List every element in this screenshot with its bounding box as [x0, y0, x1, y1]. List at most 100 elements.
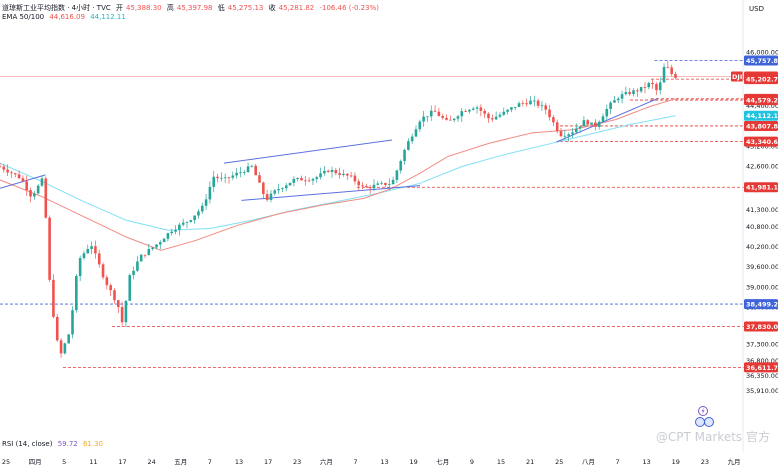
candle-body: [372, 184, 376, 189]
x-tick-label: 19: [672, 458, 680, 466]
candle-body: [410, 136, 414, 142]
high-value: 45,397.98: [176, 4, 213, 12]
candle-body: [2, 166, 6, 170]
candle-body: [460, 111, 464, 117]
y-tick-label: 40,800.00: [746, 223, 778, 231]
candle-body: [674, 74, 677, 78]
candle-body: [174, 229, 177, 232]
trendline: [556, 97, 659, 143]
candle-body: [216, 176, 219, 179]
y-tick-label: 36,800.00: [746, 357, 778, 365]
price-label-text: 37,830.00: [746, 323, 778, 331]
candle-body: [586, 120, 590, 125]
currency-label: USD: [749, 5, 764, 13]
candle-body: [437, 111, 441, 116]
x-tick-label: 21: [526, 458, 534, 466]
y-tick-label: 42,600.00: [746, 162, 778, 170]
candle-body: [548, 109, 551, 118]
candle-body: [578, 126, 582, 129]
ema-legend[interactable]: EMA 50/100 44,616.09 44,112.11: [2, 13, 129, 21]
candle-body: [204, 199, 208, 206]
candle-body: [143, 254, 147, 256]
candle-body: [483, 110, 486, 114]
candle-body: [468, 109, 471, 112]
candle-body: [13, 173, 17, 175]
candle-body: [433, 110, 437, 112]
price-label-pill: [744, 74, 778, 85]
candle-body: [124, 300, 128, 323]
candle-body: [242, 171, 246, 173]
candle-body: [178, 224, 181, 230]
y-tick-label: 40,200.00: [746, 243, 778, 251]
x-tick-label: 7: [615, 458, 619, 466]
candle-body: [334, 170, 338, 174]
candle-body: [506, 109, 509, 112]
open-value: 45,388.30: [126, 4, 162, 12]
low-label: 低: [217, 4, 225, 12]
candle-body: [342, 173, 345, 176]
candle-body: [281, 188, 284, 190]
candle-body: [613, 100, 616, 103]
candle-body: [94, 246, 97, 254]
candle-body: [319, 173, 322, 178]
candle-body: [494, 116, 498, 120]
candle-body: [422, 116, 425, 122]
high-label: 高: [166, 4, 174, 12]
candle-body: [670, 67, 673, 75]
candle-body: [208, 186, 212, 200]
candle-body: [292, 179, 296, 183]
candle-body: [21, 178, 25, 182]
candle-body: [304, 180, 307, 182]
x-tick-label: 7: [353, 458, 357, 466]
candle-body: [521, 103, 525, 105]
x-tick-label: 19: [410, 458, 418, 466]
price-label-text: 44,112.11: [746, 112, 778, 120]
candle-body: [97, 253, 101, 265]
candle-body: [227, 177, 231, 179]
candle-body: [540, 105, 544, 107]
candle-body: [471, 108, 475, 110]
candle-body: [75, 275, 78, 311]
change-value: -106.46 (-0.23%): [319, 4, 379, 12]
candle-body: [361, 185, 364, 187]
x-tick-label: 24: [147, 458, 155, 466]
candle-body: [223, 177, 227, 179]
candle-body: [384, 182, 387, 186]
event-flag-icon: [695, 417, 705, 427]
candle-body: [29, 190, 32, 197]
candle-body: [426, 116, 429, 118]
candle-body: [510, 107, 513, 110]
candle-body: [429, 110, 433, 117]
event-flag-icon: [704, 417, 714, 427]
price-label-pill: [744, 55, 778, 66]
candle-body: [33, 193, 36, 197]
trendline: [223, 139, 393, 164]
candle-body: [25, 181, 29, 191]
candle-body: [517, 103, 521, 107]
candle-body: [231, 175, 235, 178]
candle-body: [582, 120, 586, 127]
candle-body: [136, 261, 139, 271]
candle-body: [277, 189, 280, 191]
rsi-legend[interactable]: RSI (14, close) 59.72 61.30: [2, 440, 106, 448]
price-label-text: 36,611.79: [746, 364, 778, 372]
candle-body: [220, 177, 223, 179]
candle-body: [349, 175, 353, 177]
candle-body: [403, 149, 406, 162]
candle-body: [113, 290, 116, 301]
candle-body: [559, 131, 563, 137]
candle-body: [311, 179, 315, 181]
y-tick-label: 41,300.00: [746, 206, 778, 214]
candle-body: [544, 105, 548, 110]
candle-body: [658, 82, 662, 91]
candle-body: [120, 307, 124, 323]
candle-body: [368, 187, 372, 189]
candle-body: [662, 66, 666, 83]
candle-body: [109, 285, 112, 291]
candle-body: [212, 176, 216, 187]
candle-body: [445, 117, 448, 120]
candle-body: [513, 106, 517, 108]
x-tick-label: 11: [89, 458, 97, 466]
